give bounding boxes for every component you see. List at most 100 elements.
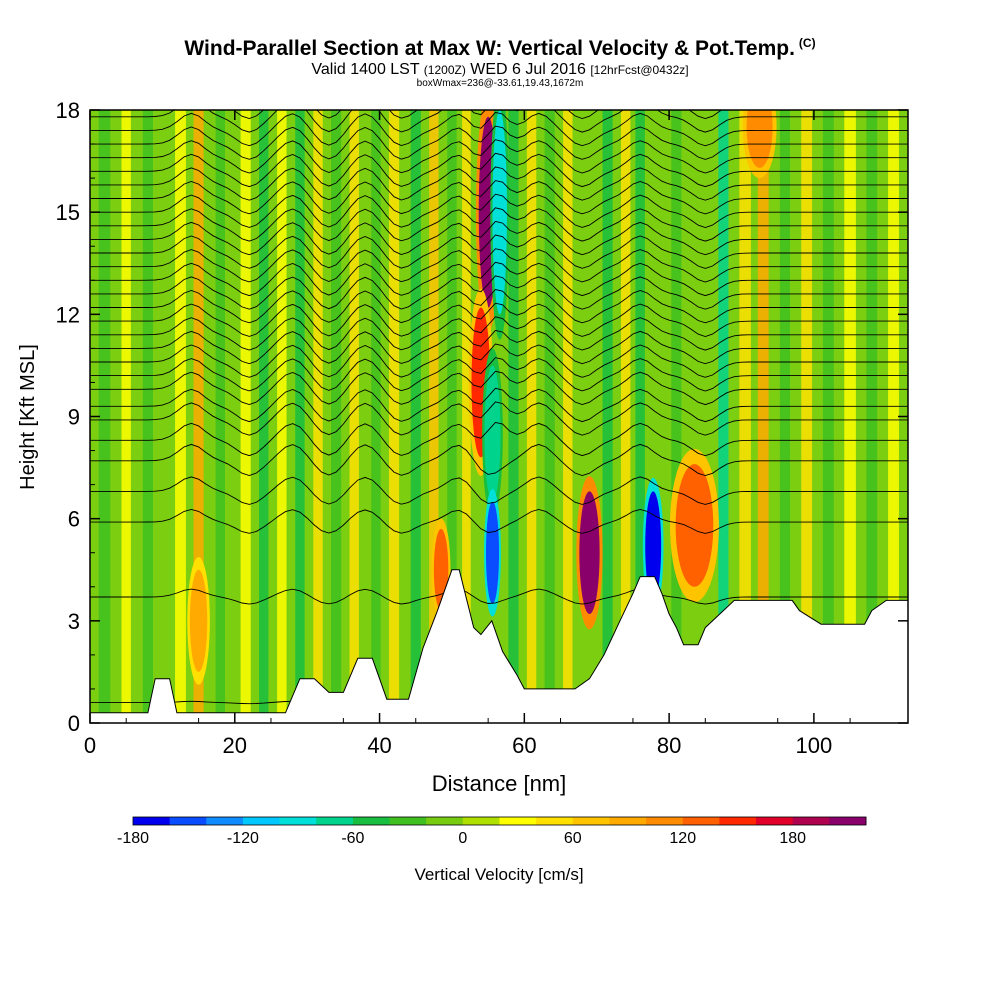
velocity-streak <box>121 110 131 723</box>
isentrope-line <box>90 401 908 436</box>
isentrope-line <box>90 329 908 365</box>
colorbar-swatch <box>242 817 281 825</box>
velocity-streak <box>844 110 856 723</box>
isentrope-line <box>90 261 908 297</box>
isentrope-line <box>90 125 908 160</box>
velocity-streak <box>739 110 751 723</box>
velocity-cell-core <box>579 491 600 615</box>
colorbar-tick-label: 180 <box>779 830 806 847</box>
isentrope-line <box>90 110 908 133</box>
velocity-streak <box>888 110 899 723</box>
isentrope-line <box>90 316 908 351</box>
velocity-cell-core <box>484 365 501 502</box>
isentrope-line <box>90 166 908 201</box>
isentrope-line <box>90 357 908 392</box>
chart-title: Wind-Parallel Section at Max W: Vertical… <box>184 36 816 60</box>
colorbar-swatch <box>462 817 500 825</box>
velocity-streak <box>371 110 381 723</box>
colorbar-swatch <box>352 817 391 825</box>
velocity-streak <box>671 110 682 723</box>
colorbar-tick-label: -180 <box>117 830 149 847</box>
x-tick-label: 40 <box>367 733 391 758</box>
y-axis-label: Height [Kft MSL] <box>17 344 39 490</box>
colorbar-swatch <box>499 817 537 825</box>
velocity-streak <box>215 110 226 723</box>
colorbar-swatch <box>279 817 317 825</box>
y-tick-label: 0 <box>68 711 80 736</box>
colorbar-swatch <box>133 817 171 825</box>
velocity-cell-core <box>746 110 773 168</box>
velocity-streak <box>142 110 153 723</box>
isentrope-line <box>90 220 908 256</box>
box-info: boxWmax=236@-33.61,19.43,1672m <box>416 78 584 89</box>
velocity-streak <box>544 110 555 723</box>
x-axis-label: Distance [nm] <box>432 771 567 796</box>
velocity-cell-core <box>189 569 208 672</box>
colorbar-swatch <box>316 817 354 825</box>
velocity-streak <box>801 110 813 723</box>
colorbar-swatch <box>829 817 867 825</box>
velocity-streak <box>313 110 323 723</box>
velocity-streak <box>429 110 439 723</box>
velocity-streak <box>526 110 537 723</box>
velocity-streak <box>866 110 878 723</box>
velocity-streak <box>620 110 631 723</box>
isentrope-line <box>90 509 908 534</box>
velocity-cell-core <box>485 501 499 604</box>
colorbar-tick-label: 120 <box>669 830 696 847</box>
isentrope-line <box>90 421 908 457</box>
colorbar-tick-label: 0 <box>458 830 467 847</box>
isentrope-line <box>90 387 908 423</box>
isentrope-line <box>90 588 908 605</box>
isentrope-line <box>90 476 908 505</box>
velocity-streak <box>98 110 111 723</box>
x-tick-label: 0 <box>84 733 96 758</box>
velocity-streak <box>718 110 729 723</box>
chart-subtitle: Valid 1400 LST (1200Z) WED 6 Jul 2016 [1… <box>311 61 689 78</box>
isentrope-line <box>90 207 908 242</box>
x-tick-label: 100 <box>796 733 833 758</box>
isentrope-line <box>90 152 908 188</box>
y-tick-label: 9 <box>68 405 80 430</box>
velocity-streak <box>779 110 791 723</box>
terrain <box>90 569 908 723</box>
isentrope-line <box>90 343 908 378</box>
isentrope-line <box>90 370 908 406</box>
velocity-streak <box>277 110 287 723</box>
colorbar-swatch <box>609 817 647 825</box>
isentrope-line <box>90 302 908 337</box>
colorbar-swatch <box>426 817 464 825</box>
velocity-streak <box>388 110 400 723</box>
velocity-streak <box>175 110 186 723</box>
velocity-streak <box>193 110 204 723</box>
colorbar-tick-label: -60 <box>341 830 364 847</box>
colorbar-swatch <box>536 817 574 825</box>
isentrope-line <box>90 180 908 215</box>
x-tick-label: 60 <box>512 733 536 758</box>
isentrope-line <box>90 111 908 147</box>
velocity-streak <box>822 110 834 723</box>
colorbar-swatch <box>646 817 684 825</box>
velocity-streak <box>635 110 645 723</box>
isentrope-line <box>90 139 908 174</box>
isentrope-contours <box>90 110 908 705</box>
y-tick-label: 12 <box>56 302 80 327</box>
velocity-streak <box>508 110 519 723</box>
colorbar-swatch <box>169 817 207 825</box>
y-tick-label: 15 <box>56 200 80 225</box>
velocity-streak <box>331 110 342 723</box>
velocity-streak <box>757 110 769 723</box>
terrain-fill <box>90 569 908 723</box>
colorbar-swatch <box>792 817 830 825</box>
colorbar: -180 -120 -60 0 60 120 180 <box>117 816 867 847</box>
copyright-mark: (C) <box>798 36 816 50</box>
colorbar-label: Vertical Velocity [cm/s] <box>414 865 583 884</box>
isentrope-line <box>90 288 908 324</box>
velocity-streak <box>462 110 471 723</box>
velocity-cell-core <box>492 110 507 315</box>
colorbar-swatch <box>389 817 427 825</box>
isentrope-line <box>90 234 908 269</box>
isentrope-line <box>90 275 908 310</box>
colorbar-tick-label: 60 <box>564 830 582 847</box>
